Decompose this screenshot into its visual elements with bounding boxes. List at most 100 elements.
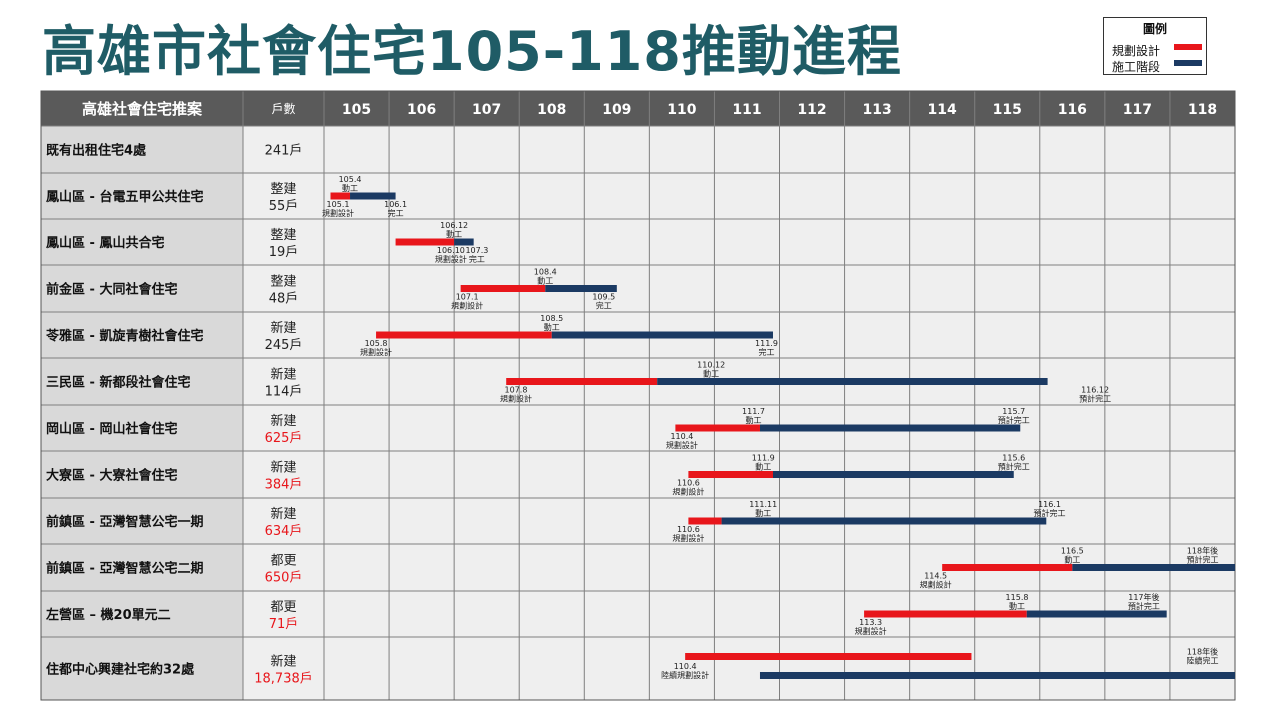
bar-planning [942, 564, 1073, 571]
grid-bg [243, 126, 1235, 700]
bar-label: 規劃設計 [855, 626, 887, 636]
header-year-107: 107 [472, 102, 501, 118]
bar-construction [545, 285, 617, 292]
row-type: 新建 [270, 506, 296, 522]
bar-label: 完工 [758, 347, 774, 357]
row-type: 新建 [270, 413, 296, 429]
bar-construction [759, 672, 1235, 679]
bar-construction [350, 192, 396, 200]
bar-label: 預計完工 [998, 415, 1030, 425]
legend-label-planning: 規劃設計 [1112, 44, 1161, 58]
legend-item-construction: 施工階段 [1112, 56, 1202, 74]
bar-planning [688, 471, 773, 478]
bar-label: 完工 [388, 208, 404, 218]
row-type: 新建 [270, 654, 296, 670]
bar-construction [551, 331, 773, 339]
bar-label: 108.4 [534, 268, 557, 277]
row-units: 245戶 [265, 338, 303, 353]
bar-planning [376, 331, 552, 339]
row-project-name: 左營區 – 機20單元二 [46, 607, 171, 623]
bar-label: 110.4 [674, 662, 697, 671]
bar-construction [772, 471, 1014, 478]
bar-label: 111.7 [742, 407, 765, 416]
row-type: 新建 [270, 367, 296, 383]
row-units: 634戶 [265, 524, 303, 539]
bar-label: 105.1 [327, 200, 350, 209]
bar-label: 動工 [544, 323, 560, 332]
bar-label: 規劃設計 [435, 254, 467, 264]
bar-label: 105.8 [365, 339, 388, 348]
row-project-name: 前金區 - 大同社會住宅 [46, 282, 177, 298]
bar-label: 116.12 [1081, 386, 1109, 395]
row-project-name: 苓雅區 - 凱旋青樹社會住宅 [45, 328, 203, 344]
row-type: 整建 [270, 275, 296, 290]
project-col-bg [41, 126, 243, 700]
bar-label: 115.6 [1002, 454, 1025, 463]
bar-label: 預計完工 [1186, 555, 1218, 565]
bar-label: 115.8 [1006, 593, 1029, 602]
bar-label: 110.6 [677, 479, 700, 488]
bar-label: 規劃設計 [500, 394, 532, 404]
bar-label: 106.12 [440, 221, 468, 230]
bar-label: 動工 [755, 463, 771, 472]
header-year-116: 116 [1058, 102, 1087, 118]
row-units: 114戶 [265, 385, 303, 400]
bar-label: 動工 [1064, 556, 1080, 565]
bar-label: 規劃設計 [920, 580, 952, 590]
bar-label: 108.5 [540, 314, 563, 323]
bar-label: 規劃設計 [322, 208, 354, 218]
bar-planning [506, 378, 658, 385]
legend-swatch-planning [1174, 44, 1202, 50]
bar-label: 動工 [342, 184, 358, 193]
bar-construction [657, 378, 1048, 385]
legend-swatch-construction [1174, 60, 1202, 66]
header-year-113: 113 [862, 102, 891, 118]
header-year-115: 115 [993, 102, 1022, 118]
bar-label: 107.8 [505, 386, 528, 395]
bar-label: 陸續規劃設計 [661, 670, 709, 680]
header-year-110: 110 [667, 102, 696, 118]
bar-label: 預計完工 [1034, 508, 1066, 518]
page-title: 高雄市社會住宅105-118推動進程 [42, 20, 902, 83]
bar-label: 完工 [469, 254, 485, 264]
row-units: 384戶 [265, 478, 303, 493]
bar-label: 107.1 [456, 293, 479, 302]
header-year-112: 112 [797, 102, 826, 118]
bar-label: 規劃設計 [672, 487, 704, 497]
row-project-name: 前鎮區 - 亞灣智慧公宅二期 [46, 561, 203, 577]
legend: 圖例 規劃設計 施工階段 [1103, 17, 1207, 75]
bar-label: 預計完工 [998, 462, 1030, 472]
row-project-name: 前鎮區 - 亞灣智慧公宅一期 [46, 514, 203, 530]
row-units: 19戶 [269, 245, 299, 260]
bar-label: 動工 [745, 416, 761, 425]
header-year-106: 106 [407, 102, 436, 118]
bar-construction [1026, 610, 1167, 618]
header-year-111: 111 [732, 102, 761, 118]
bar-label: 114.5 [924, 572, 947, 581]
row-units: 18,738戶 [254, 672, 313, 687]
legend-item-planning: 規劃設計 [1112, 40, 1202, 58]
bar-label: 陸續完工 [1186, 656, 1218, 666]
bar-planning [864, 610, 1027, 618]
header-bg [41, 91, 1235, 126]
bar-planning [460, 285, 546, 292]
bar-label: 規劃設計 [451, 301, 483, 311]
bar-label: 105.4 [339, 175, 362, 184]
header-project-label: 高雄社會住宅推案 [82, 100, 203, 118]
header-year-117: 117 [1123, 102, 1152, 118]
bar-planning [675, 424, 760, 432]
header-year-108: 108 [537, 102, 566, 118]
bar-planning [330, 192, 351, 200]
bar-label: 115.7 [1002, 407, 1025, 416]
bar-label: 111.9 [755, 339, 778, 348]
bar-label: 117年後 [1128, 592, 1159, 602]
row-project-name: 住都中心興建社宅約32處 [46, 662, 195, 678]
header-year-109: 109 [602, 102, 631, 118]
bar-label: 動工 [537, 277, 553, 286]
bar-label: 106.10 [437, 246, 465, 255]
bar-label: 預計完工 [1079, 394, 1111, 404]
bar-label: 118年後 [1187, 647, 1218, 657]
bar-construction [759, 424, 1021, 432]
